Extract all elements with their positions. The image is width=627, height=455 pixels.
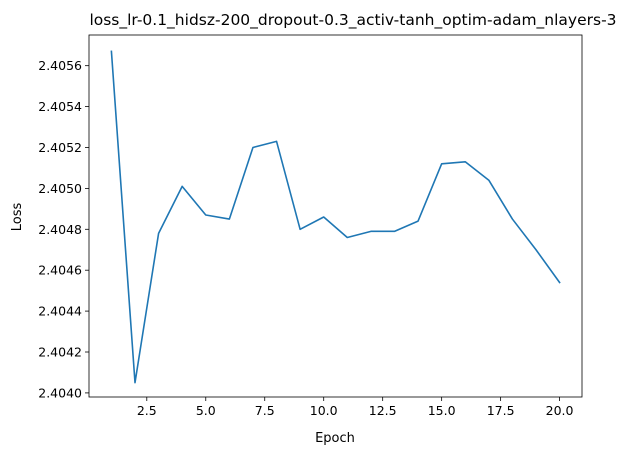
y-tick-label: 2.4048 (38, 222, 82, 237)
y-tick-label: 2.4056 (38, 58, 82, 73)
y-axis-label: Loss (10, 203, 25, 232)
y-tick-label: 2.4042 (38, 345, 82, 360)
x-tick-label: 12.5 (369, 403, 397, 418)
series-layer (110, 50, 561, 384)
y-tick-label: 2.4050 (38, 181, 82, 196)
x-tick-label: 5.0 (196, 403, 216, 418)
x-tick-label: 7.5 (255, 403, 275, 418)
y-tick-label: 2.4044 (38, 304, 82, 319)
plot-frame (88, 34, 583, 398)
x-axis-ticks: 2.5 5.0 7.5 10.0 12.5 15.0 17.5 20.0 (137, 397, 574, 418)
x-tick-label: 2.5 (137, 403, 157, 418)
y-tick-label: 2.4040 (38, 385, 82, 400)
x-tick-label: 20.0 (546, 403, 574, 418)
y-tick-label: 2.4054 (38, 99, 82, 114)
loss-series-line (110, 50, 561, 384)
chart-title: loss_lr-0.1_hidsz-200_dropout-0.3_activ-… (89, 11, 616, 30)
x-tick-label: 17.5 (487, 403, 515, 418)
x-tick-label: 10.0 (310, 403, 338, 418)
y-axis-ticks: 2.4040 2.4042 2.4044 2.4046 2.4048 2.4050 2.40… (38, 58, 89, 400)
x-tick-label: 15.0 (428, 403, 456, 418)
x-axis-label: Epoch (315, 431, 355, 446)
y-tick-label: 2.4046 (38, 263, 82, 278)
y-tick-label: 2.4052 (38, 140, 82, 155)
